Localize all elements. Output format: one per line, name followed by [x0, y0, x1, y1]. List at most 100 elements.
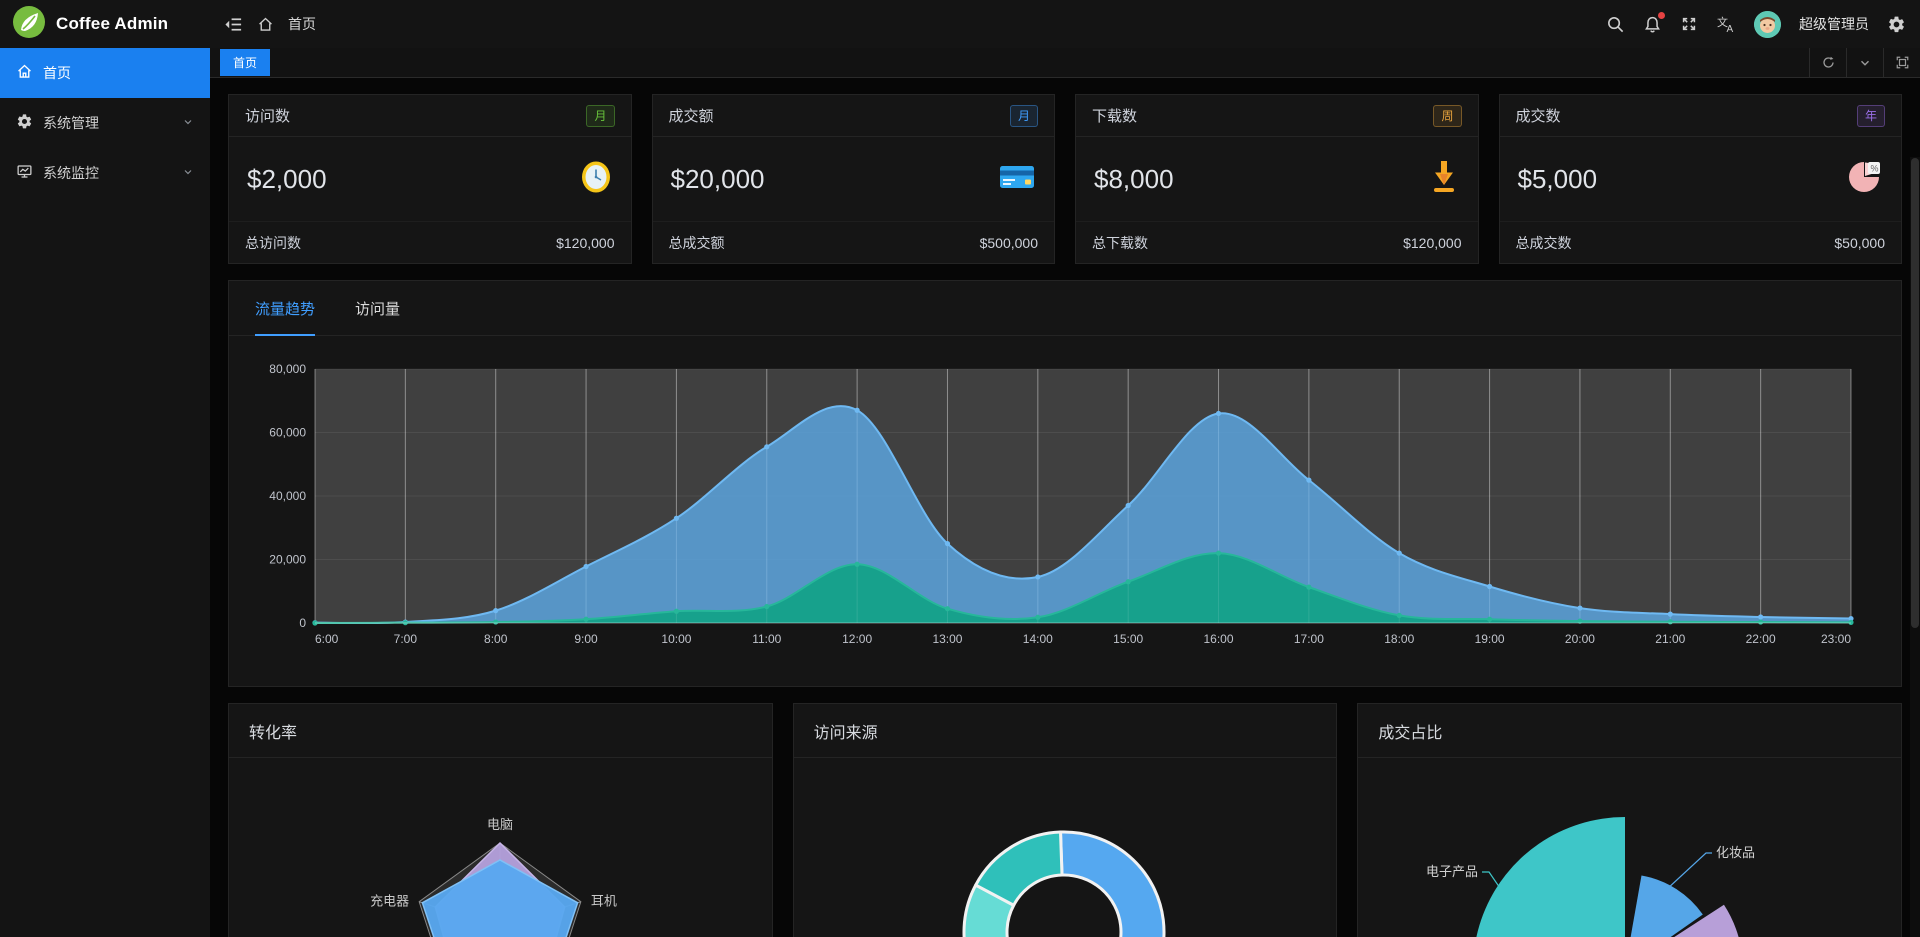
- sidebar: Coffee Admin 首页 系统管理: [0, 0, 210, 937]
- stat-card-visits: 访问数 月 $2,000: [228, 94, 632, 264]
- svg-text:20:00: 20:00: [1565, 632, 1595, 646]
- svg-text:0: 0: [299, 616, 306, 630]
- conversion-rate-card: 转化率 电脑耳机 充电器: [228, 703, 773, 937]
- breadcrumb-home-icon[interactable]: [257, 16, 274, 33]
- logo: Coffee Admin: [0, 0, 210, 48]
- chevron-down-icon: [182, 115, 194, 131]
- page-content: 访问数 月 $2,000: [210, 78, 1920, 937]
- svg-text:21:00: 21:00: [1655, 632, 1685, 646]
- fullscreen-icon[interactable]: [1680, 15, 1698, 33]
- stat-card-turnover: 成交额 月 $20,000: [651, 94, 1055, 264]
- home-icon: [16, 63, 33, 83]
- sidebar-collapse-icon[interactable]: [224, 15, 243, 34]
- svg-text:12:00: 12:00: [842, 632, 872, 646]
- stat-footer-label: 总访问数: [245, 234, 301, 251]
- stat-footer-label: 总下载数: [1092, 234, 1148, 251]
- svg-text:A: A: [1727, 24, 1734, 34]
- traffic-trend-card: 流量趋势 访问量 0 20,000 40,000 60,000 80,000 6:00 7:…: [228, 280, 1902, 687]
- notification-bell-icon[interactable]: [1643, 11, 1665, 34]
- card-title: 成交占比: [1358, 704, 1902, 758]
- coffee-admin-logo-icon: [12, 5, 46, 44]
- gear-icon: [16, 113, 33, 133]
- settings-gear-icon[interactable]: [1887, 15, 1906, 34]
- svg-text:19:00: 19:00: [1475, 632, 1505, 646]
- svg-text:13:00: 13:00: [932, 632, 962, 646]
- svg-text:8:00: 8:00: [484, 632, 508, 646]
- svg-text:22:00: 22:00: [1746, 632, 1776, 646]
- svg-text:6:00: 6:00: [315, 632, 339, 646]
- chevron-down-icon[interactable]: [1846, 48, 1883, 77]
- pie-percent-icon: %: [1847, 159, 1883, 200]
- translate-icon[interactable]: 文 A: [1716, 14, 1736, 34]
- stats-row: 访问数 月 $2,000: [228, 94, 1902, 264]
- notification-badge: [1658, 11, 1665, 19]
- stat-value: $2,000: [247, 163, 327, 194]
- svg-text:80,000: 80,000: [269, 362, 306, 376]
- sidebar-item-label: 系统管理: [43, 115, 99, 131]
- stat-tag: 月: [586, 104, 615, 127]
- svg-text:23:00: 23:00: [1821, 632, 1851, 646]
- card-title: 访问来源: [793, 704, 1337, 758]
- sidebar-item-system-monitor[interactable]: 系统监控: [0, 148, 210, 198]
- stat-tag: 月: [1009, 104, 1038, 127]
- svg-text:40,000: 40,000: [269, 489, 306, 503]
- avatar[interactable]: [1754, 10, 1781, 38]
- svg-text:14:00: 14:00: [1023, 632, 1053, 646]
- app-title: Coffee Admin: [56, 14, 169, 33]
- tabbar-controls: [1809, 48, 1920, 77]
- route-tabbar: 首页: [210, 48, 1920, 78]
- breadcrumb[interactable]: 首页: [288, 16, 316, 32]
- svg-text:电脑: 电脑: [487, 817, 513, 832]
- sidebar-item-system-management[interactable]: 系统管理: [0, 98, 210, 148]
- svg-text:17:00: 17:00: [1294, 632, 1324, 646]
- topbar-actions: 文 A 超级管理员: [1606, 10, 1906, 38]
- sidebar-item-label: 首页: [43, 65, 71, 81]
- scrollbar-thumb[interactable]: [1911, 158, 1919, 628]
- svg-text:%: %: [1871, 163, 1879, 173]
- stat-footer-label: 总成交额: [668, 234, 725, 251]
- trend-chart: 0 20,000 40,000 60,000 80,000 6:00 7:00 8:00 9:0…: [269, 362, 1854, 646]
- stat-value: $20,000: [670, 163, 765, 194]
- bottom-cards-row: 转化率 电脑耳机 充电器 访问来源 成交占比 电子产品 化妆品: [228, 703, 1903, 937]
- svg-text:10:00: 10:00: [661, 632, 691, 646]
- stat-footer-value: $50,000: [1834, 234, 1885, 251]
- svg-text:化妆品: 化妆品: [1716, 845, 1755, 860]
- stat-card-downloads: 下载数 周 $8,000: [1075, 94, 1479, 264]
- svg-text:18:00: 18:00: [1384, 632, 1414, 646]
- search-icon[interactable]: [1606, 15, 1625, 34]
- svg-text:电子产品: 电子产品: [1426, 864, 1478, 879]
- stat-tag: 周: [1433, 104, 1462, 127]
- maximize-icon[interactable]: [1883, 48, 1920, 77]
- stat-footer-value: $500,000: [979, 234, 1038, 251]
- svg-text:15:00: 15:00: [1113, 632, 1143, 646]
- monitor-icon: [16, 163, 33, 183]
- sidebar-menu: 首页 系统管理: [0, 48, 210, 198]
- route-tab-home[interactable]: 首页: [220, 49, 271, 76]
- stat-footer-value: $120,000: [556, 234, 615, 251]
- username: 超级管理员: [1799, 16, 1869, 32]
- stat-footer-label: 总成交数: [1515, 234, 1572, 251]
- stat-value: $8,000: [1094, 163, 1174, 194]
- svg-text:7:00: 7:00: [394, 632, 418, 646]
- donut-chart: [962, 830, 1166, 937]
- stat-tag: 年: [1856, 104, 1885, 127]
- main-area: 首页: [210, 0, 1920, 937]
- tab-visits[interactable]: 访问量: [355, 301, 401, 318]
- trend-tabs: 流量趋势 访问量: [229, 281, 1901, 336]
- stat-value: $5,000: [1517, 163, 1598, 194]
- credit-card-icon: [998, 162, 1036, 197]
- stat-title: 成交额: [668, 108, 714, 125]
- svg-text:耳机: 耳机: [591, 894, 617, 909]
- tab-traffic-trend[interactable]: 流量趋势: [255, 298, 316, 336]
- sidebar-item-home[interactable]: 首页: [0, 48, 210, 98]
- svg-text:充电器: 充电器: [370, 894, 409, 909]
- visit-source-card: 访问来源: [792, 703, 1338, 937]
- svg-text:20,000: 20,000: [269, 553, 306, 567]
- card-title: 转化率: [229, 704, 772, 758]
- stat-title: 成交数: [1515, 108, 1561, 125]
- svg-text:16:00: 16:00: [1204, 632, 1234, 646]
- chevron-down-icon: [182, 165, 194, 181]
- refresh-icon[interactable]: [1809, 48, 1846, 77]
